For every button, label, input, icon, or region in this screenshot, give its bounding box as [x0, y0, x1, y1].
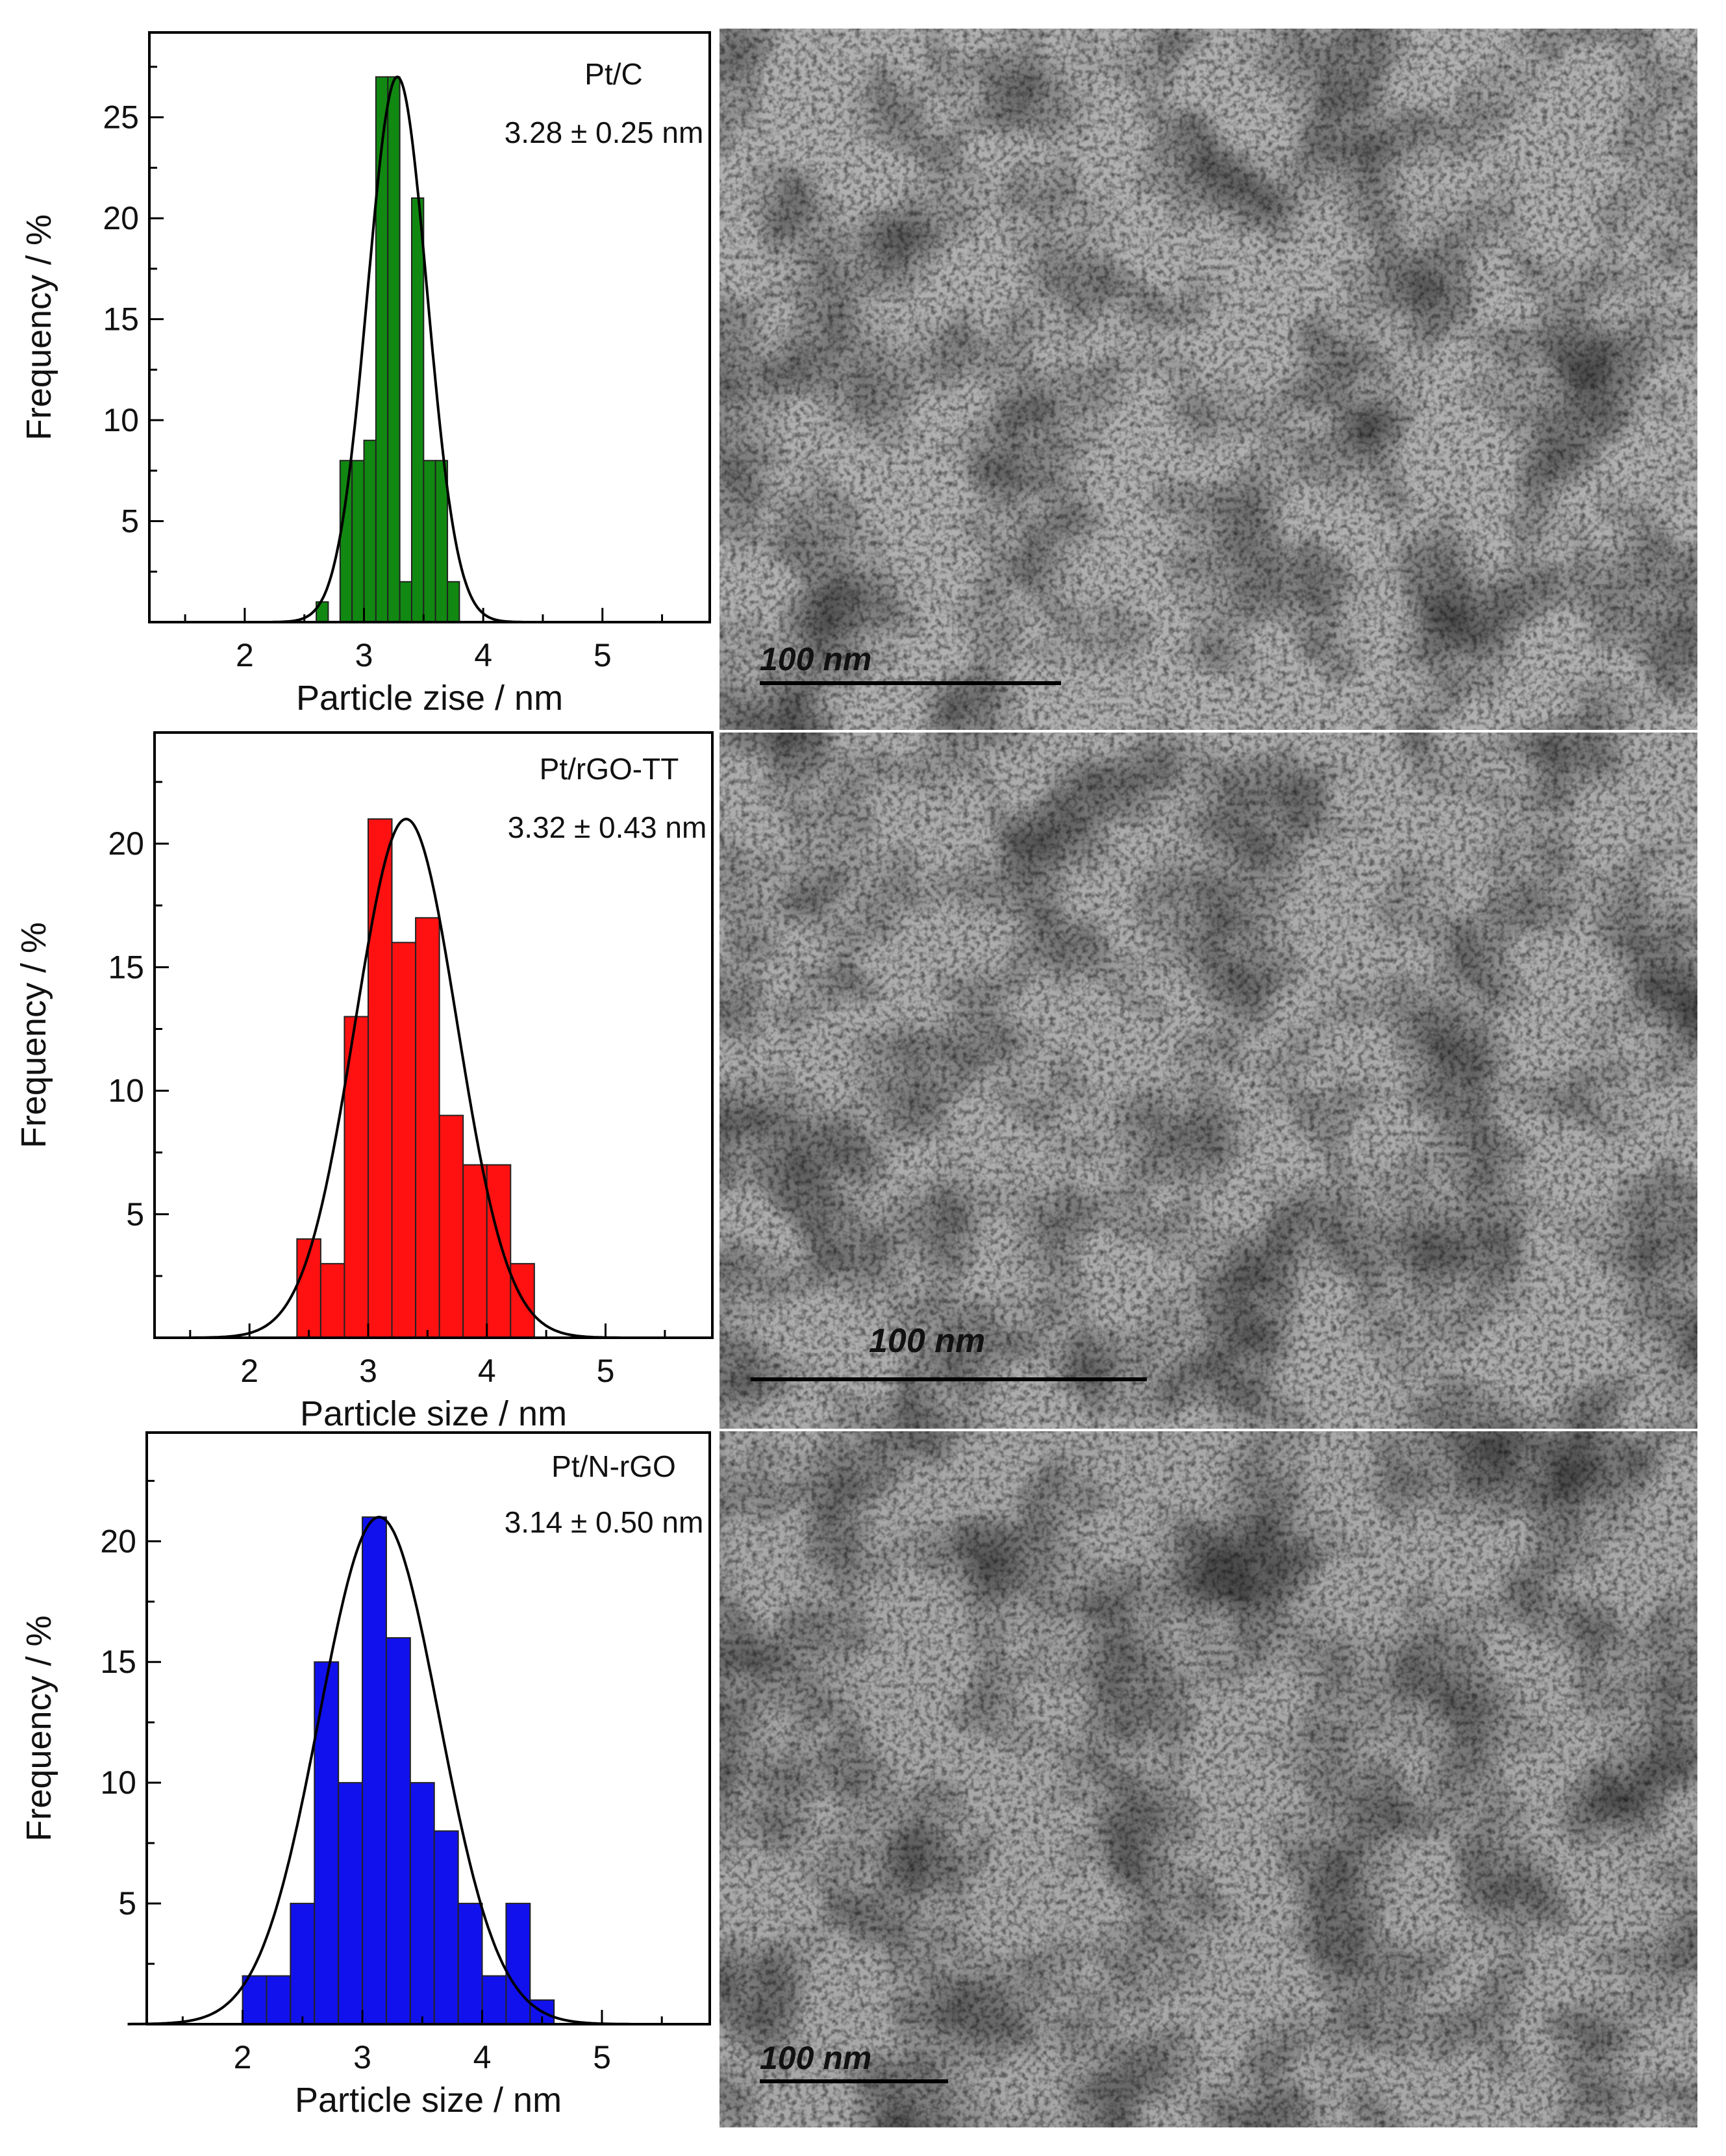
plot-frame: [148, 31, 711, 623]
histogram-bar: [367, 818, 393, 1338]
x-tick-label: 3: [353, 2039, 371, 2075]
histogram-bar: [481, 1975, 507, 2025]
scale-bar-label: 100 nm: [869, 1322, 985, 1360]
histogram-bar: [338, 1782, 364, 2025]
chart-panel-3: 100 nm 2 3 4 5 5 10 15 20 Particle size / nm Frequ…: [19, 1431, 1697, 2127]
y-axis-title: Frequency / %: [14, 922, 53, 1148]
histogram-bar: [415, 917, 440, 1338]
size-statistics-label: 3.32 ± 0.43 nm: [508, 810, 707, 844]
x-tick-label: 3: [355, 637, 373, 673]
histogram-bar: [290, 1903, 316, 2025]
x-tick-label: 4: [474, 637, 492, 673]
scale-bar-label: 100 nm: [760, 641, 871, 677]
x-tick-label: 2: [234, 2039, 252, 2075]
y-tick-label: 15: [108, 949, 144, 985]
gaussian-fit-curve: [192, 818, 621, 1339]
x-tick-label: 5: [597, 1353, 615, 1389]
x-tick-label: 2: [236, 637, 254, 673]
tem-micrograph-2: 100 nm: [719, 733, 1697, 1429]
gaussian-fit-curve: [127, 1516, 631, 2025]
y-tick-label: 20: [108, 825, 144, 862]
x-tick-label: 5: [594, 637, 612, 673]
y-tick-label: 20: [103, 200, 139, 236]
histogram-bar: [385, 1637, 411, 2025]
plot-frame: [145, 1431, 711, 2025]
x-axis-title: Particle zise / nm: [296, 679, 563, 718]
size-statistics-label: 3.28 ± 0.25 nm: [505, 116, 704, 149]
y-tick-label: 5: [121, 503, 139, 540]
histogram-bar: [387, 76, 401, 623]
histogram-bars: [242, 1516, 555, 2025]
histogram-bar: [362, 1516, 387, 2025]
y-tick-label: 5: [118, 1885, 136, 1922]
histogram-bar: [351, 460, 365, 623]
y-tick-label: 10: [103, 402, 139, 438]
y-tick-label: 10: [100, 1764, 136, 1801]
histogram-bar: [457, 1903, 483, 2025]
scale-bar-label: 100 nm: [760, 2040, 871, 2076]
histogram-bar: [266, 1975, 292, 2025]
histogram-bar: [447, 581, 460, 623]
y-tick-label: 5: [126, 1196, 144, 1233]
histogram-bars: [316, 76, 460, 623]
x-tick-label: 3: [359, 1353, 377, 1389]
histogram-bar: [433, 1830, 459, 2025]
x-tick-label: 4: [478, 1353, 496, 1389]
histogram-bar: [486, 1164, 512, 1338]
plot-frame: [153, 731, 714, 1339]
y-tick-label: 20: [100, 1523, 136, 1559]
y-tick-label: 15: [103, 301, 139, 338]
y-axis-title: Frequency / %: [19, 1615, 58, 1841]
y-tick-label: 25: [103, 99, 139, 136]
histogram-bar: [391, 942, 417, 1338]
y-tick-label: 10: [108, 1073, 144, 1109]
size-statistics-label: 3.14 ± 0.50 nm: [505, 1505, 704, 1539]
histogram-bar: [375, 76, 389, 623]
sample-label: Pt/rGO-TT: [540, 752, 679, 786]
y-tick-label: 15: [100, 1644, 136, 1680]
sample-label: Pt/C: [584, 57, 642, 91]
micrograph-particle-texture: [719, 733, 1697, 1429]
histogram-bar: [339, 460, 353, 623]
tem-micrograph-1: 100 nm: [719, 29, 1697, 730]
histogram-bar: [409, 1782, 435, 2025]
sample-label: Pt/N-rGO: [551, 1449, 676, 1483]
histogram-bar: [462, 1164, 488, 1338]
histogram-bar: [319, 1262, 345, 1339]
histogram-bar: [399, 581, 412, 623]
tem-micrograph-3: 100 nm: [719, 1431, 1697, 2127]
x-tick-label: 5: [593, 2039, 611, 2075]
histogram-bar: [423, 460, 436, 623]
micrograph-particle-texture: [719, 29, 1697, 730]
x-axis-title: Particle size / nm: [295, 2081, 562, 2120]
histogram-bar: [410, 197, 425, 623]
chart-panel-2: 100 nm 2 3 4 5 5 10 15 20 Particle size / nm Frequ…: [14, 731, 1697, 1433]
gaussian-fit-curve: [272, 75, 523, 623]
histogram-bar: [363, 440, 377, 623]
x-tick-label: 4: [473, 2039, 492, 2075]
x-tick-label: 2: [240, 1353, 258, 1389]
chart-panel-1: 100 nm 2 3 4 5 5 10 15 20 25 Particle zise / nm Fre…: [19, 29, 1697, 730]
micrograph-particle-texture: [719, 1431, 1697, 2127]
histogram-bar: [505, 1903, 531, 2025]
x-axis-title: Particle size / nm: [300, 1394, 567, 1433]
histogram-bar: [438, 1114, 464, 1339]
y-axis-title: Frequency / %: [19, 214, 58, 440]
